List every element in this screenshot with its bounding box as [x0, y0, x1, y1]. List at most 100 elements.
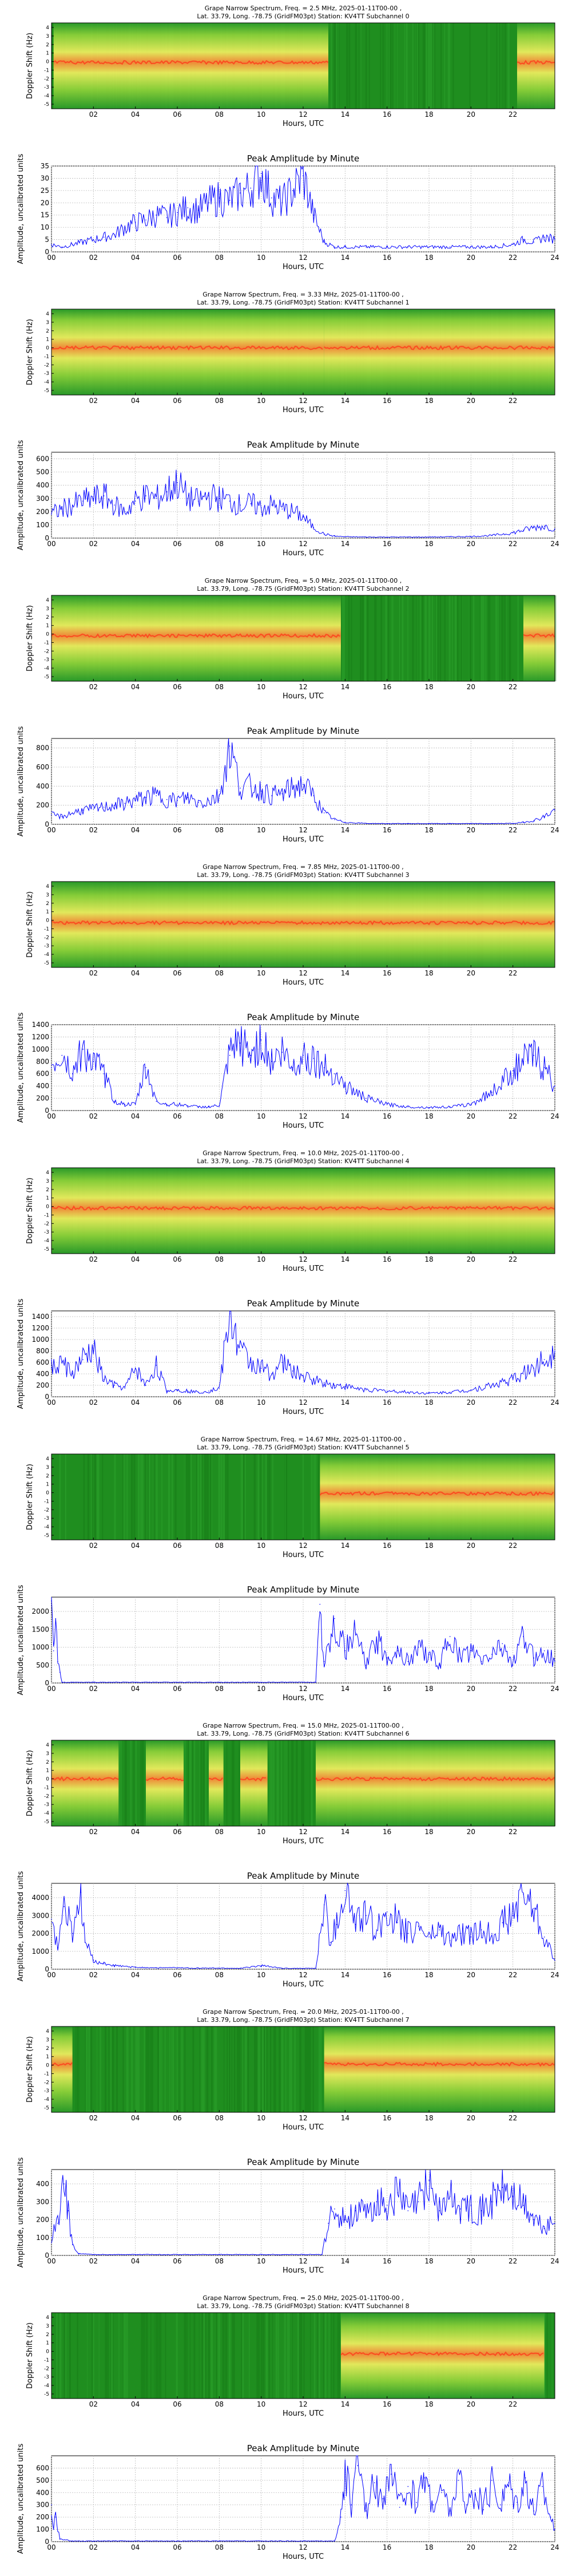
spectrogram-texture-strip [269, 1454, 271, 1540]
amplitude-data-point [124, 511, 126, 512]
y-tick-label: 1 [46, 2341, 49, 2346]
amplitude-data-point [72, 1682, 73, 1683]
spectrogram-texture-strip [126, 2026, 129, 2112]
y-tick-label: 2 [46, 1473, 49, 1479]
y-tick-label: 400 [36, 1370, 49, 1378]
spectrogram-texture-strip [505, 23, 506, 109]
x-tick-label: 06 [173, 1542, 181, 1550]
y-tick-label: 4 [46, 1456, 49, 1462]
spectrogram-texture-strip [185, 1454, 186, 1540]
x-tick-label: 08 [215, 1112, 224, 1120]
amplitude-series-line [51, 469, 555, 538]
amplitude-data-point [219, 2254, 220, 2255]
x-tick-label: 10 [257, 1542, 265, 1550]
y-tick-label: -4 [44, 666, 49, 671]
y-tick-label: 5 [45, 236, 49, 244]
amplitude-data-point [292, 511, 293, 512]
x-tick-label: 10 [257, 397, 265, 405]
x-tick-label: 02 [89, 1971, 98, 1979]
spectrogram-texture-strip [503, 595, 505, 681]
spectrogram-texture-strip [135, 2026, 137, 2112]
y-axis-label: Doppler Shift (Hz) [26, 2322, 34, 2389]
spectrogram-texture-strip [110, 2026, 113, 2112]
spectrogram-texture-strip [374, 595, 376, 681]
amplitude-title: Peak Amplitude by Minute [247, 2157, 359, 2167]
spectrogram-texture-strip [131, 2026, 132, 2112]
spectrogram-texture-strip [309, 2026, 311, 2112]
spectrogram-texture-strip [98, 2313, 100, 2399]
amplitude-data-point [124, 1104, 126, 1105]
x-tick-label: 06 [173, 2257, 181, 2265]
y-tick-label: 600 [36, 1358, 49, 1366]
y-tick-label: 1 [46, 51, 49, 57]
y-tick-label: 35 [41, 162, 49, 170]
spectrogram-texture-strip [126, 2026, 128, 2112]
amplitude-data-point [533, 1908, 535, 1909]
spectrogram-texture-strip [203, 2026, 205, 2112]
amplitude-data-point [554, 1661, 555, 1662]
x-tick-label: 18 [424, 397, 433, 405]
y-tick-label: 0 [45, 1107, 49, 1115]
amplitude-data-point [51, 1918, 52, 1920]
spectrogram-texture-strip [69, 2313, 71, 2399]
x-tick-label: 12 [299, 1828, 307, 1836]
spectrogram-title-line1: Grape Narrow Spectrum, Freq. = 14.67 MHz… [201, 1436, 406, 1443]
x-tick-label: 20 [467, 1828, 475, 1836]
amplitude-data-point [512, 2196, 514, 2197]
amplitude-data-point [156, 214, 157, 216]
amplitude-data-point [376, 1639, 378, 1641]
amplitude-data-point [51, 1600, 52, 1602]
amplitude-data-point [103, 1379, 105, 1380]
y-axis-label: Doppler Shift (Hz) [26, 319, 34, 385]
spectrogram-texture-strip [208, 2313, 210, 2399]
spectrogram-texture-strip [216, 2313, 218, 2399]
spectrogram-texture-strip [498, 23, 500, 109]
spectrogram-texture-strip [222, 2313, 225, 2399]
spectrogram-texture-strip [181, 2026, 183, 2112]
spectrogram-texture-strip [243, 1454, 245, 1540]
x-axis-label: Hours, UTC [283, 1551, 324, 1559]
y-tick-label: 1000 [31, 1336, 49, 1344]
amplitude-data-point [428, 246, 430, 248]
spectrogram-texture-strip [56, 2313, 58, 2399]
amplitude-data-point [428, 1107, 430, 1108]
y-tick-label: -1 [44, 68, 49, 73]
spectrogram-texture-strip [276, 1740, 279, 1826]
spectrogram-texture-strip [188, 1454, 189, 1540]
spectrogram-texture-strip [158, 2026, 160, 2112]
amplitude-data-point [470, 536, 472, 537]
spectrogram-texture-strip [145, 1454, 146, 1540]
spectrogram-texture-strip [192, 2026, 194, 2112]
y-axis-label: Doppler Shift (Hz) [26, 2036, 34, 2103]
spectrogram-texture-strip [150, 2026, 152, 2112]
x-tick-label: 16 [383, 683, 391, 691]
amplitude-data-point [103, 495, 105, 496]
spectrogram-texture-strip [229, 2313, 231, 2399]
spectrogram-texture-strip [206, 1454, 209, 1540]
spectrogram-texture-strip [262, 1454, 263, 1540]
spectrogram-texture-strip [124, 1740, 127, 1826]
spectrogram-texture-strip [210, 1454, 212, 1540]
spectrogram-texture-strip [436, 595, 437, 681]
amplitude-data-point [260, 790, 262, 792]
amplitude-data-point [483, 2509, 484, 2511]
amplitude-data-point [344, 1890, 346, 1891]
y-axis-label: Amplitude, uncalibrated units [17, 1012, 25, 1123]
spectrogram-texture-strip [481, 595, 483, 681]
amplitude-data-point [491, 2480, 492, 2481]
spectrogram-texture-strip [504, 595, 506, 681]
y-axis-label: Amplitude, uncalibrated units [17, 153, 25, 264]
amplitude-data-point [428, 536, 430, 538]
y-axis-label: Amplitude, uncalibrated units [17, 726, 25, 836]
amplitude-data-point [57, 1661, 58, 1662]
spectrogram-texture-strip [554, 595, 556, 681]
x-tick-label: 06 [173, 110, 181, 118]
amplitude-frame [51, 738, 555, 825]
amplitude-data-point [323, 242, 325, 243]
spectrogram-texture-strip [118, 2313, 120, 2399]
spectrogram-texture-strip [380, 595, 383, 681]
amplitude-data-point [334, 2208, 335, 2210]
y-tick-label: 4 [46, 311, 49, 317]
y-tick-label: 600 [36, 1070, 49, 1078]
spectrogram-texture-strip [76, 2026, 78, 2112]
